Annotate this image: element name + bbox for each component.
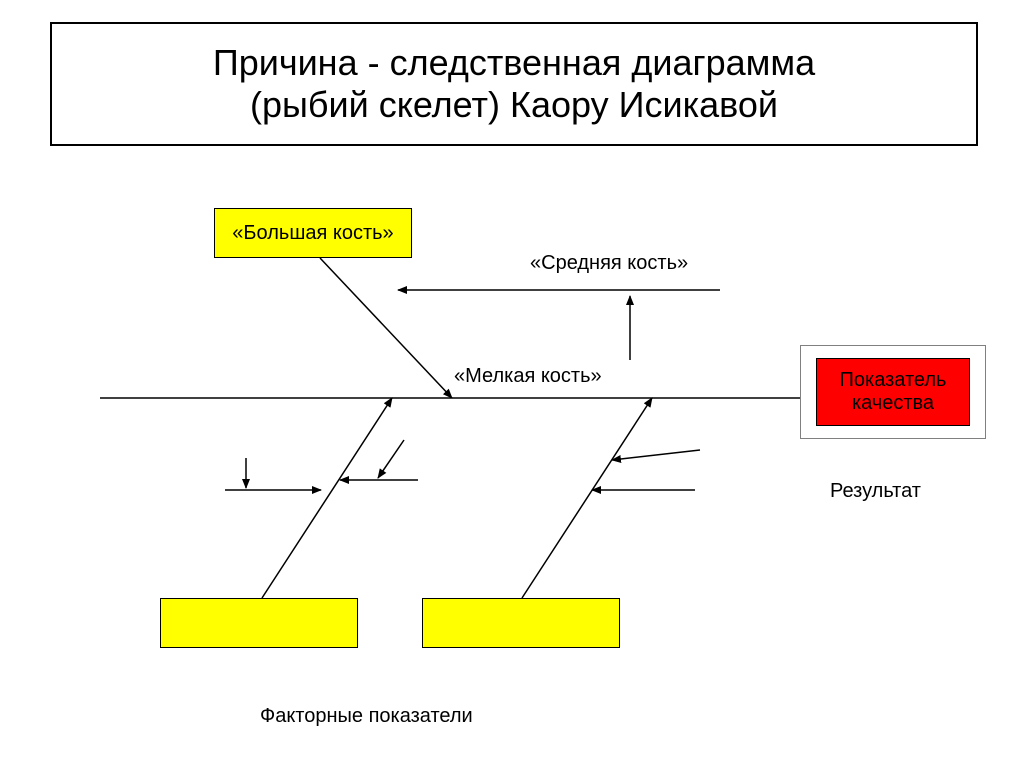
line-b1_sub_d	[378, 440, 404, 478]
bottom-box-2	[422, 598, 620, 648]
result-box: Показатель качества	[816, 358, 970, 426]
result-text-1: Показатель	[840, 369, 947, 392]
line-bot_diag2	[522, 398, 652, 598]
big-bone-box: «Большая кость»	[214, 208, 412, 258]
title-line-2: (рыбий скелет) Каору Исикавой	[250, 84, 778, 126]
medium-bone-label: «Средняя кость»	[530, 252, 688, 275]
result-label: Результат	[830, 480, 921, 503]
factors-label: Факторные показатели	[260, 705, 473, 728]
line-bot_diag1	[262, 398, 392, 598]
bottom-box-1	[160, 598, 358, 648]
small-bone-label: «Мелкая кость»	[454, 365, 602, 388]
big-bone-label: «Большая кость»	[232, 222, 393, 245]
result-text-2: качества	[852, 392, 934, 415]
line-b2_d	[612, 450, 700, 460]
title-box: Причина - следственная диаграмма (рыбий …	[50, 22, 978, 146]
line-top_diag	[320, 258, 452, 398]
title-line-1: Причина - следственная диаграмма	[213, 42, 815, 84]
